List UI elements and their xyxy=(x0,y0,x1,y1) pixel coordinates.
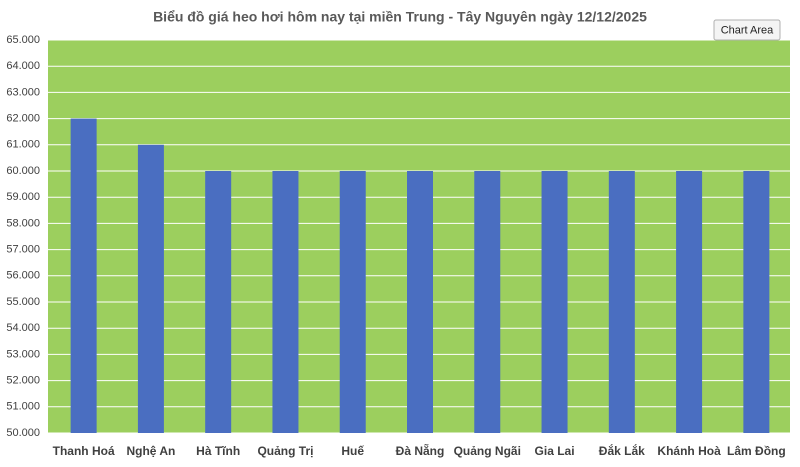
y-tick-label: 63.000 xyxy=(6,86,40,98)
y-tick-label: 52.000 xyxy=(6,375,40,387)
x-tick-label: Gia Lai xyxy=(535,444,575,458)
y-tick-label: 62.000 xyxy=(6,113,40,125)
x-tick-label: Huế xyxy=(341,444,364,458)
y-tick-label: 55.000 xyxy=(6,296,40,308)
tooltip: Chart Area xyxy=(721,24,774,36)
y-tick-label: 65.000 xyxy=(6,34,40,46)
bar xyxy=(137,144,164,434)
x-tick-label: Nghệ An xyxy=(126,444,175,458)
x-tick-label: Đắk Lắk xyxy=(599,443,645,458)
y-tick-label: 53.000 xyxy=(6,348,40,360)
tooltip-box xyxy=(713,19,781,41)
x-tick-label: Quảng Trị xyxy=(257,444,313,458)
y-tick-label: 64.000 xyxy=(6,60,40,72)
bar xyxy=(205,171,232,433)
bar xyxy=(70,118,97,433)
x-tick-label: Khánh Hoà xyxy=(657,444,721,458)
y-tick-label: 58.000 xyxy=(6,217,40,229)
y-tick-label: 56.000 xyxy=(6,270,40,282)
bar xyxy=(541,171,568,433)
y-tick-label: 50.000 xyxy=(6,427,40,439)
bar xyxy=(743,171,770,433)
bar xyxy=(272,171,299,433)
x-tick-label: Thanh Hoá xyxy=(53,444,115,458)
y-tick-label: 59.000 xyxy=(6,191,40,203)
chart-title: Biểu đồ giá heo hơi hôm nay tại miền Tru… xyxy=(153,9,647,25)
bar xyxy=(339,171,366,433)
bar xyxy=(407,171,433,433)
bar xyxy=(608,171,635,433)
x-tick-label: Lâm Đồng xyxy=(727,444,786,458)
y-tick-label: 57.000 xyxy=(6,244,40,256)
y-tick-label: 51.000 xyxy=(6,401,40,413)
x-tick-label: Đà Nẵng xyxy=(396,443,445,458)
y-tick-label: 61.000 xyxy=(6,139,40,151)
bar xyxy=(676,171,703,433)
x-tick-label: Quảng Ngãi xyxy=(454,444,521,458)
x-tick-label: Hà Tĩnh xyxy=(196,444,240,458)
bar xyxy=(474,171,501,433)
y-tick-label: 54.000 xyxy=(6,322,40,334)
y-tick-label: 60.000 xyxy=(6,165,40,177)
